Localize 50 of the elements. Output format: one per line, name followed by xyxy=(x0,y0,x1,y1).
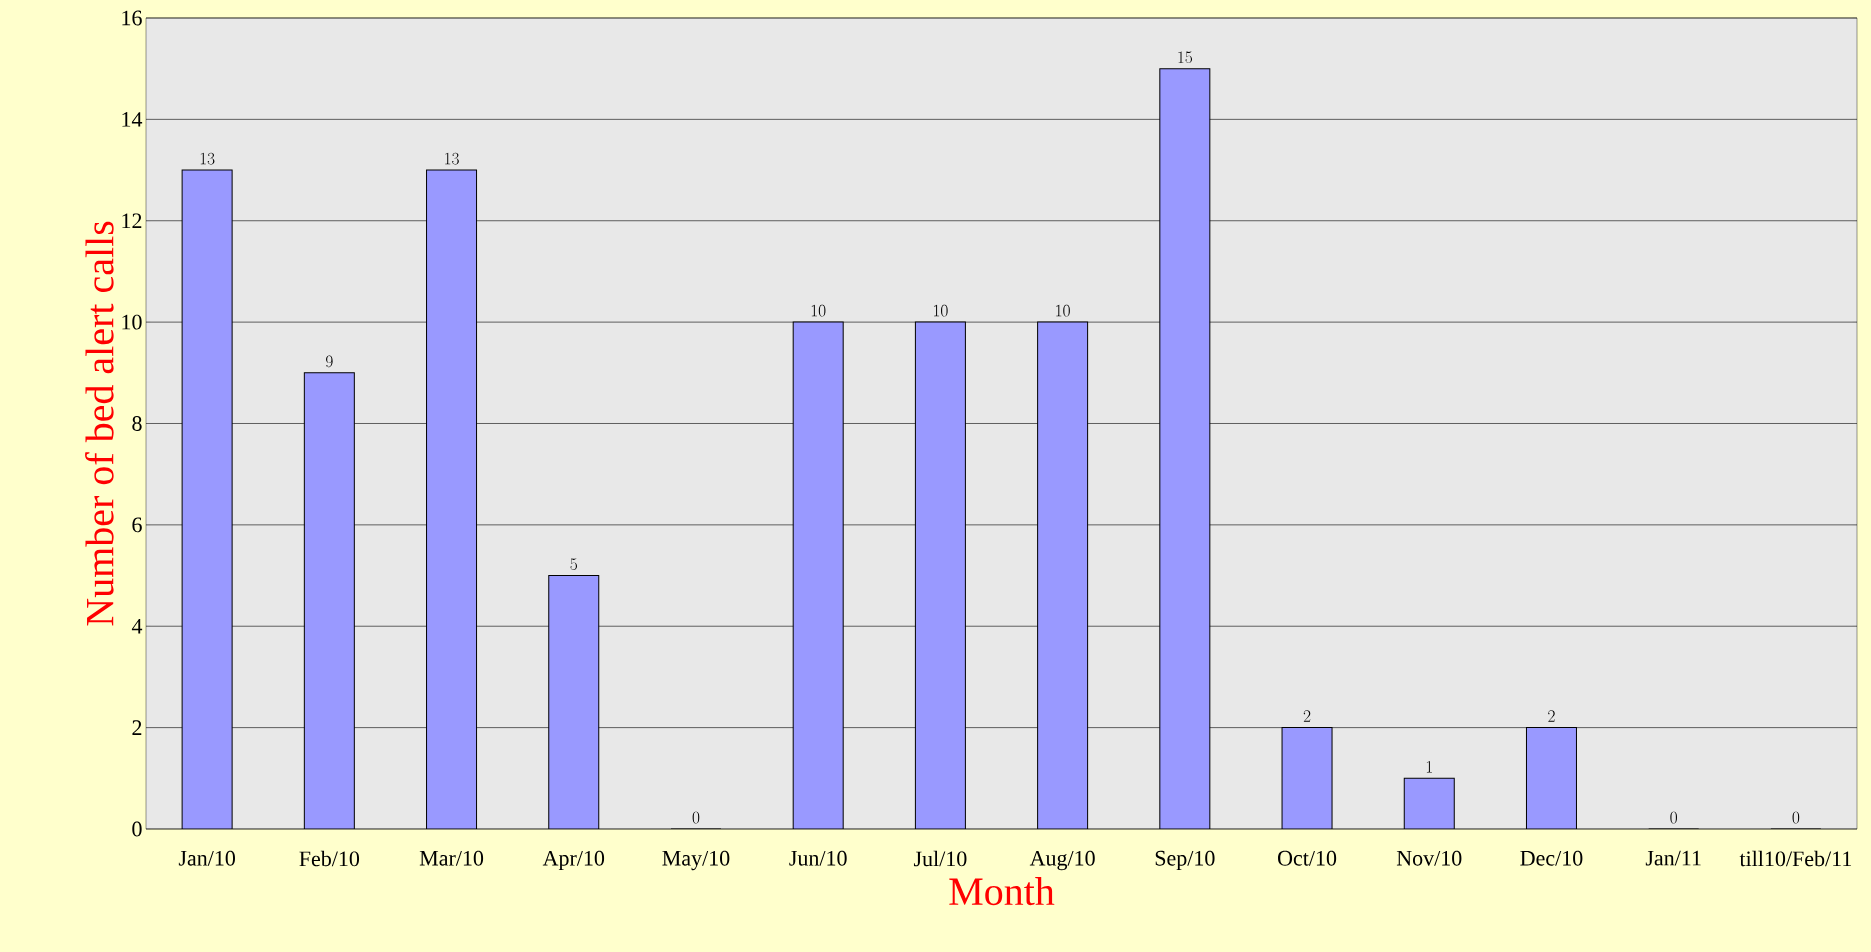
bar xyxy=(1403,777,1455,829)
bar xyxy=(181,169,233,829)
data-label: 2 xyxy=(1548,710,1555,722)
data-label: 0 xyxy=(692,811,700,824)
x-tick-label: Aug/10 xyxy=(1029,850,1095,871)
bar xyxy=(548,575,600,829)
data-label: 2 xyxy=(1303,710,1311,722)
x-tick-label: Dec/10 xyxy=(1520,850,1583,866)
x-tick-label: Nov/10 xyxy=(1396,850,1462,866)
y-tick-label: 2 xyxy=(132,720,142,735)
y-tick-label: 6 xyxy=(132,517,142,533)
bar xyxy=(1281,727,1333,829)
bar xyxy=(426,169,478,829)
bar xyxy=(792,321,844,829)
x-tick-label: Mar/10 xyxy=(419,850,484,866)
x-tick-label: Sep/10 xyxy=(1155,850,1215,871)
y-tick-label: 14 xyxy=(122,112,143,127)
bar xyxy=(914,321,966,829)
bar xyxy=(303,372,355,829)
y-axis-title: Number of bed alert calls xyxy=(85,221,114,626)
data-label: 10 xyxy=(933,304,948,317)
y-tick-label: 16 xyxy=(122,10,142,26)
data-label: 10 xyxy=(811,304,826,317)
data-label: 0 xyxy=(1670,811,1677,824)
x-tick-label: May/10 xyxy=(662,850,730,871)
x-tick-label: Jan/10 xyxy=(178,850,235,866)
x-tick-label: Jul/10 xyxy=(913,850,967,867)
bar xyxy=(1037,321,1089,829)
y-tick-label: 4 xyxy=(131,619,143,634)
y-tick-label: 12 xyxy=(122,213,142,229)
x-tick-label: Feb/10 xyxy=(299,850,360,867)
x-tick-label: Apr/10 xyxy=(542,850,605,871)
x-tick-label: Jan/11 xyxy=(1645,850,1701,866)
data-label: 13 xyxy=(200,152,215,165)
bar xyxy=(1159,68,1211,829)
bar xyxy=(1525,727,1577,829)
data-label: 15 xyxy=(1178,51,1193,64)
x-tick-label: Jun/10 xyxy=(789,850,847,866)
x-tick-label: till10/Feb/11 xyxy=(1739,850,1852,867)
data-label: 10 xyxy=(1056,304,1070,317)
y-tick-label: 10 xyxy=(122,314,142,330)
y-tick-label: 8 xyxy=(132,416,142,431)
x-axis-title: Month xyxy=(949,877,1055,906)
data-label: 13 xyxy=(445,152,459,165)
data-label: 1 xyxy=(1426,761,1432,773)
data-label: 0 xyxy=(1792,811,1800,824)
y-tick-label: 0 xyxy=(132,821,142,837)
data-label: 9 xyxy=(326,355,333,368)
x-tick-label: Oct/10 xyxy=(1278,850,1337,866)
data-label: 5 xyxy=(570,558,578,570)
